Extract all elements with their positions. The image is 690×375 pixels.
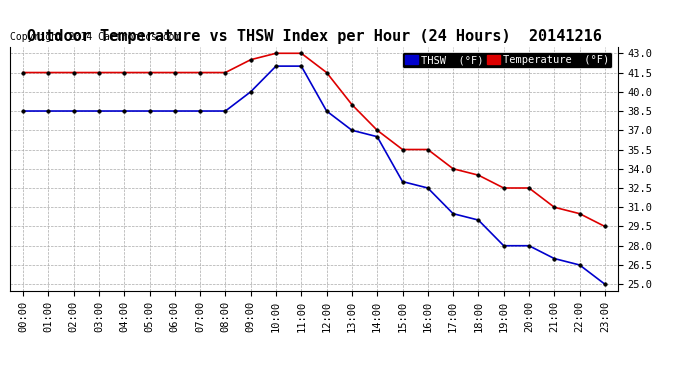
Title: Outdoor Temperature vs THSW Index per Hour (24 Hours)  20141216: Outdoor Temperature vs THSW Index per Ho… <box>26 29 602 44</box>
Legend: THSW  (°F), Temperature  (°F): THSW (°F), Temperature (°F) <box>402 52 612 68</box>
Text: Copyright 2014 Cartronics.com: Copyright 2014 Cartronics.com <box>10 32 181 42</box>
